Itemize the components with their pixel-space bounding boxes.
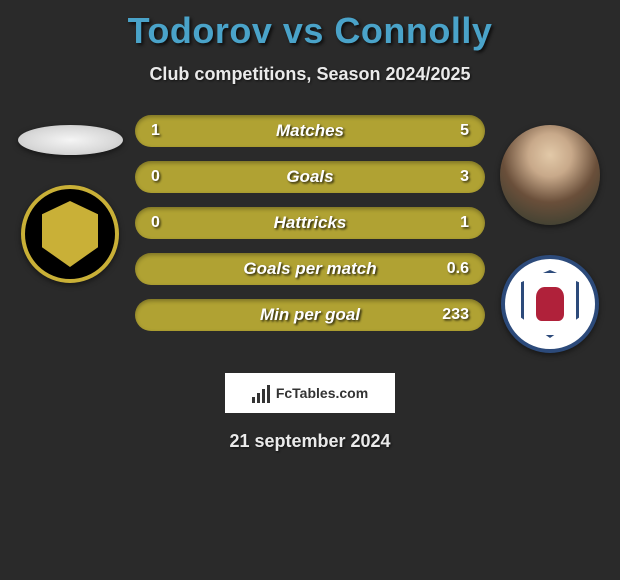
stat-label: Min per goal	[260, 305, 360, 325]
left-player-column	[15, 115, 125, 353]
stat-right-value: 3	[460, 168, 469, 186]
logo-text: FcTables.com	[276, 385, 368, 401]
player-photo-right	[500, 125, 600, 225]
stat-right-value: 1	[460, 214, 469, 232]
stat-left-value: 0	[151, 168, 160, 186]
stat-label: Goals	[286, 167, 333, 187]
stat-right-value: 233	[442, 306, 469, 324]
subtitle: Club competitions, Season 2024/2025	[149, 64, 470, 85]
stat-row-hattricks: 0 Hattricks 1	[135, 207, 485, 239]
date-label: 21 september 2024	[229, 431, 390, 452]
stat-right-value: 5	[460, 122, 469, 140]
stat-left-value: 0	[151, 214, 160, 232]
comparison-card: Todorov vs Connolly Club competitions, S…	[0, 0, 620, 580]
stat-row-matches: 1 Matches 5	[135, 115, 485, 147]
stat-row-goals: 0 Goals 3	[135, 161, 485, 193]
player-photo-left	[18, 125, 123, 155]
stat-row-goals-per-match: Goals per match 0.6	[135, 253, 485, 285]
stat-label: Hattricks	[274, 213, 347, 233]
stat-left-value: 1	[151, 122, 160, 140]
stats-section: 1 Matches 5 0 Goals 3 0 Hattricks 1 Goal…	[0, 115, 620, 353]
stats-bars: 1 Matches 5 0 Goals 3 0 Hattricks 1 Goal…	[135, 115, 485, 353]
logo-bars-icon	[252, 383, 270, 403]
stat-row-min-per-goal: Min per goal 233	[135, 299, 485, 331]
fctables-logo[interactable]: FcTables.com	[225, 373, 395, 413]
club-badge-left	[21, 185, 119, 283]
stat-label: Matches	[276, 121, 344, 141]
stat-label: Goals per match	[243, 259, 376, 279]
right-player-column	[495, 115, 605, 353]
stat-right-value: 0.6	[447, 260, 469, 278]
page-title: Todorov vs Connolly	[128, 10, 493, 52]
club-badge-right	[501, 255, 599, 353]
